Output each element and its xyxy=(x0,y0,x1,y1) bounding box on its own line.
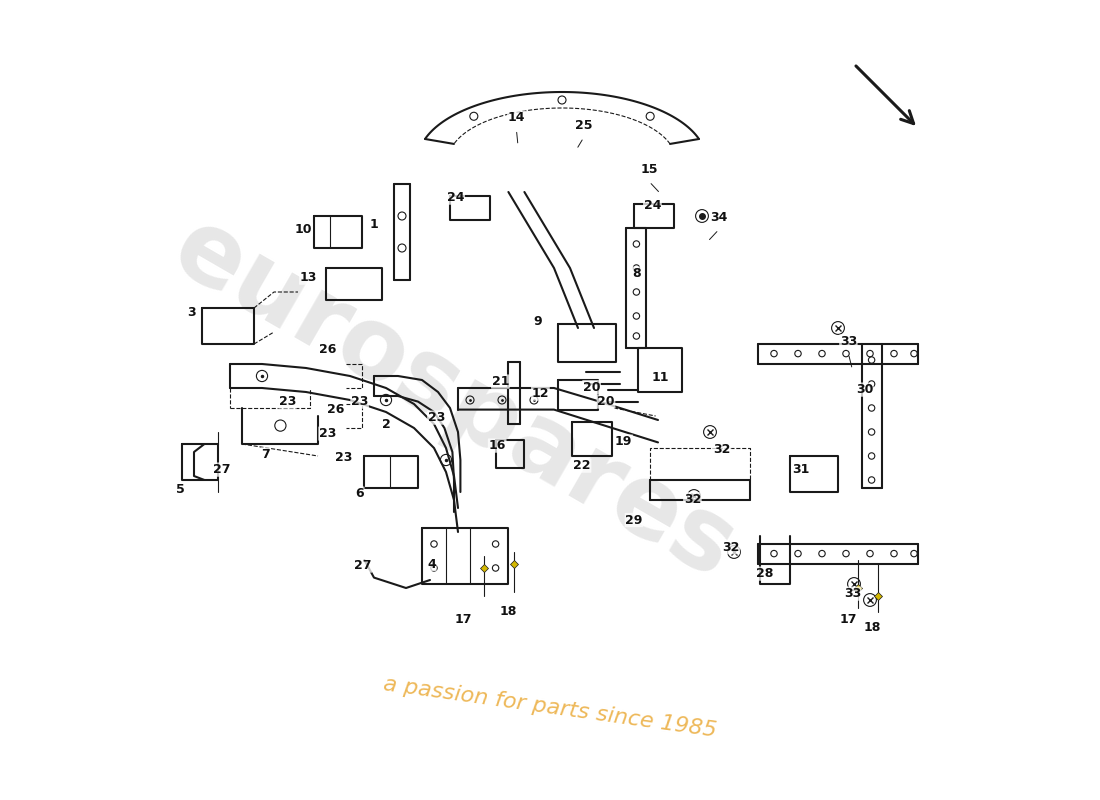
Text: 11: 11 xyxy=(651,371,669,384)
Text: 20: 20 xyxy=(583,381,601,394)
Text: 22: 22 xyxy=(573,459,591,472)
Text: 23: 23 xyxy=(351,395,369,408)
Text: 32: 32 xyxy=(722,541,739,554)
Text: eurospares: eurospares xyxy=(156,200,752,600)
Text: 28: 28 xyxy=(756,567,773,580)
Text: 20: 20 xyxy=(597,395,615,408)
Text: 6: 6 xyxy=(355,487,364,500)
Text: 14: 14 xyxy=(508,111,525,124)
Text: 19: 19 xyxy=(615,435,632,448)
Text: 2: 2 xyxy=(382,418,390,430)
Text: 24: 24 xyxy=(447,191,464,204)
Text: 18: 18 xyxy=(864,621,881,634)
Text: 23: 23 xyxy=(428,411,446,424)
Text: 17: 17 xyxy=(839,613,857,626)
Text: 10: 10 xyxy=(295,223,312,236)
Text: 24: 24 xyxy=(644,199,661,212)
Text: 33: 33 xyxy=(839,335,857,348)
Text: 27: 27 xyxy=(354,559,372,572)
Text: 32: 32 xyxy=(713,443,730,456)
Text: 12: 12 xyxy=(531,387,549,400)
Text: 17: 17 xyxy=(455,613,472,626)
Text: 23: 23 xyxy=(319,427,337,440)
Text: 31: 31 xyxy=(792,463,810,476)
Text: 33: 33 xyxy=(844,587,861,600)
Text: 25: 25 xyxy=(575,119,592,132)
Text: 23: 23 xyxy=(279,395,296,408)
Text: 23: 23 xyxy=(334,451,352,464)
Text: 7: 7 xyxy=(262,448,271,461)
Text: 32: 32 xyxy=(684,493,701,506)
Text: 4: 4 xyxy=(427,558,436,570)
Text: 3: 3 xyxy=(187,306,196,318)
Text: 18: 18 xyxy=(499,605,517,618)
Text: 8: 8 xyxy=(632,267,640,280)
Text: 16: 16 xyxy=(488,439,506,452)
Text: 9: 9 xyxy=(534,315,542,328)
Text: 5: 5 xyxy=(176,483,185,496)
Text: a passion for parts since 1985: a passion for parts since 1985 xyxy=(382,674,718,742)
Text: 30: 30 xyxy=(856,383,873,396)
Text: 34: 34 xyxy=(711,211,727,224)
Text: 27: 27 xyxy=(213,463,231,476)
Text: 29: 29 xyxy=(625,514,642,526)
Text: 1: 1 xyxy=(370,218,378,230)
Text: 26: 26 xyxy=(327,403,344,416)
Text: 13: 13 xyxy=(299,271,317,284)
Text: 21: 21 xyxy=(492,375,509,388)
Text: 15: 15 xyxy=(640,163,658,176)
Text: 26: 26 xyxy=(319,343,337,356)
